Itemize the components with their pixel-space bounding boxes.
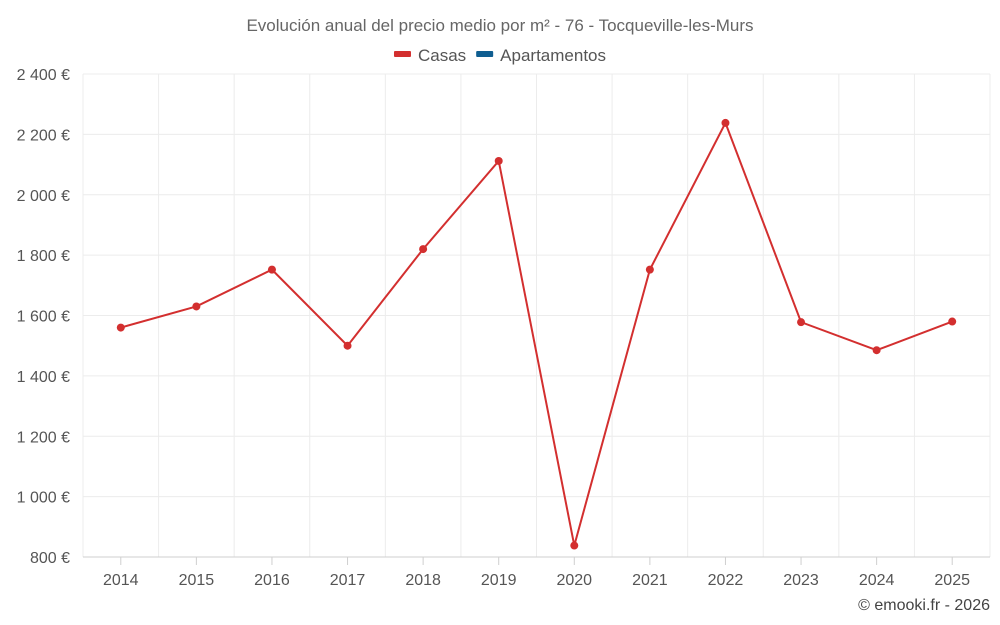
x-tick-label: 2023 <box>783 572 819 589</box>
legend-swatch <box>393 51 411 57</box>
x-tick-label: 2015 <box>179 572 215 589</box>
data-point[interactable] <box>494 156 503 165</box>
y-tick-label: 800 € <box>30 550 70 567</box>
data-point[interactable] <box>948 317 957 326</box>
x-tick-label: 2021 <box>632 572 668 589</box>
x-axis: 2014 2015 2016 2017 2018 2019 2020 2021 2022 2023… <box>83 556 990 589</box>
data-point[interactable] <box>192 302 201 311</box>
legend-label: Casas <box>418 46 466 65</box>
y-tick-label: 1 200 € <box>17 429 70 446</box>
x-tick-label: 2014 <box>103 572 139 589</box>
data-point[interactable] <box>343 341 352 350</box>
grid <box>82 73 991 557</box>
y-tick-label: 2 000 € <box>17 188 70 205</box>
legend[interactable]: Casas Apartamentos <box>393 46 606 65</box>
data-point[interactable] <box>116 323 125 332</box>
legend-item-apartamentos[interactable]: Apartamentos <box>476 46 606 65</box>
legend-label: Apartamentos <box>500 46 606 65</box>
x-tick-label: 2020 <box>556 572 592 589</box>
y-tick-label: 1 000 € <box>17 490 70 507</box>
y-axis: 800 € 1 000 € 1 200 € 1 400 € 1 600 € 1 800 €… <box>17 67 70 567</box>
x-tick-label: 2019 <box>481 572 517 589</box>
data-point[interactable] <box>645 265 654 274</box>
y-tick-label: 2 400 € <box>17 67 70 84</box>
y-tick-label: 1 400 € <box>17 369 70 386</box>
x-tick-label: 2025 <box>934 572 970 589</box>
legend-swatch <box>476 51 494 57</box>
x-tick-label: 2016 <box>254 572 290 589</box>
legend-item-casas[interactable]: Casas <box>393 46 466 65</box>
x-tick-label: 2022 <box>708 572 744 589</box>
y-tick-label: 2 200 € <box>17 127 70 144</box>
data-point[interactable] <box>872 346 881 355</box>
series-layer <box>116 118 957 550</box>
y-tick-label: 1 800 € <box>17 248 70 265</box>
credit-text: © emooki.fr - 2026 <box>858 597 990 614</box>
data-point[interactable] <box>267 265 276 274</box>
y-tick-label: 1 600 € <box>17 309 70 326</box>
chart-title: Evolución anual del precio medio por m² … <box>246 16 753 35</box>
x-tick-label: 2024 <box>859 572 895 589</box>
series-line-casas <box>120 120 953 546</box>
data-point[interactable] <box>797 318 806 327</box>
data-point[interactable] <box>721 118 730 127</box>
x-tick-label: 2017 <box>330 572 366 589</box>
data-point[interactable] <box>419 245 428 254</box>
x-tick-label: 2018 <box>405 572 441 589</box>
data-point[interactable] <box>570 541 579 550</box>
